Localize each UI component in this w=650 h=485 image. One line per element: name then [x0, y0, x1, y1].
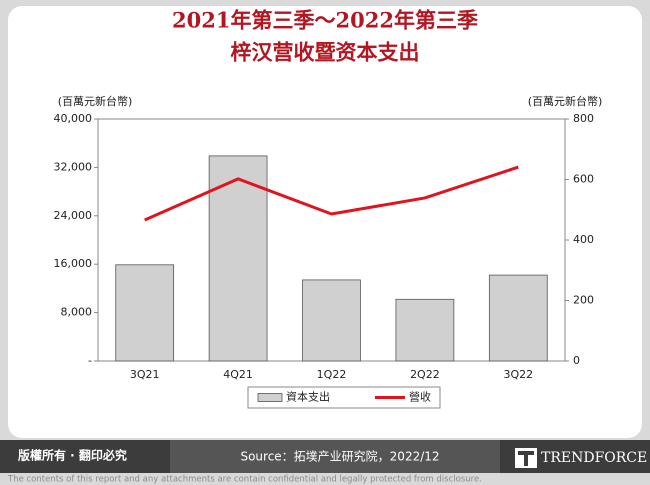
line	[144, 165, 519, 222]
y-tick-label: -	[88, 354, 92, 367]
legend-label: 營收	[409, 390, 431, 404]
x-tick-label: 2Q22	[410, 368, 440, 381]
footer-rights: 版權所有 · 翻印必究	[18, 448, 127, 463]
y2-tick-label: 200	[573, 294, 594, 307]
y-tick-label: 40,000	[54, 112, 93, 125]
footer-source-bg	[170, 440, 500, 473]
bar	[395, 298, 455, 362]
y2-tick-label: 0	[573, 354, 580, 367]
y-tick-label: 24,000	[54, 209, 93, 222]
bar	[488, 274, 548, 362]
y-tick-label: 8,000	[61, 306, 93, 319]
x-tick-label: 4Q21	[223, 368, 253, 381]
footer-source: Source：拓墣产业研究院，2022/12	[240, 449, 439, 464]
x-tick-label: 1Q22	[317, 368, 347, 381]
y2-tick-label: 600	[573, 173, 594, 186]
x-tick-label: 3Q21	[130, 368, 160, 381]
y2-tick-label: 800	[573, 112, 594, 125]
legend-swatch	[257, 393, 283, 402]
bar	[208, 155, 268, 362]
y-axis-label: (百萬元新台幣)	[58, 94, 133, 108]
legend-box	[247, 386, 441, 409]
y2-axis-label: (百萬元新台幣)	[528, 94, 603, 108]
brand-icon-mark	[518, 451, 534, 466]
chart-title: 梓汉营收暨资本支出	[231, 40, 420, 65]
bar	[115, 264, 175, 362]
footer-disclaimer: The contents of this report and any atta…	[7, 475, 482, 485]
chart-title: 2021年第三季～2022年第三季	[172, 8, 478, 33]
y2-tick-label: 400	[573, 233, 594, 246]
x-tick-label: 3Q22	[503, 368, 533, 381]
y-tick-label: 16,000	[54, 257, 93, 270]
footer-brand: TRENDFORCE	[541, 450, 647, 466]
legend-label: 資本支出	[286, 390, 330, 404]
y-tick-label: 32,000	[54, 160, 93, 173]
bar	[302, 279, 361, 362]
